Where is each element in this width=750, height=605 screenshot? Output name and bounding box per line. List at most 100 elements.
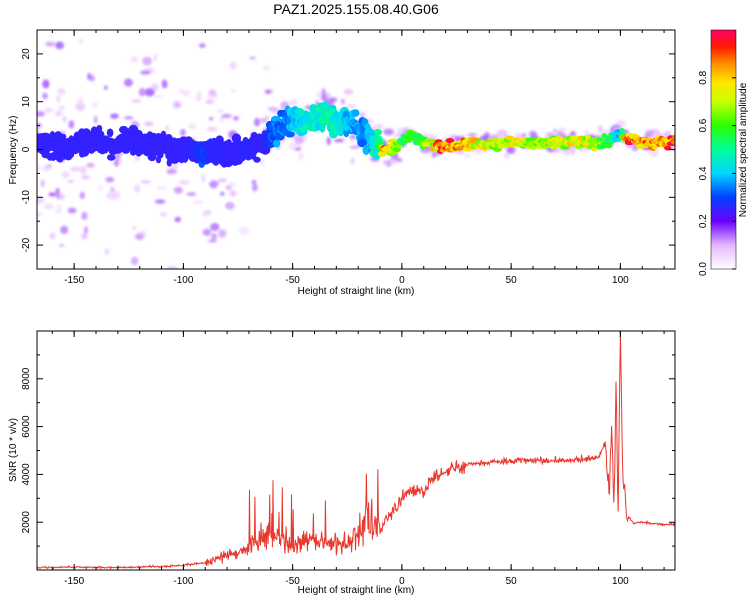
spectrogram-cell (209, 180, 220, 186)
colorbar-axes: 0.0 0.2 0.4 0.6 0.8 (698, 70, 736, 276)
spectrogram-cell (264, 115, 270, 121)
spectrogram-cell (260, 157, 265, 167)
colorbar: 0.0 0.2 0.4 0.6 0.8 Normalized spectral ampl… (698, 29, 749, 276)
spectrogram-data (37, 39, 675, 269)
spectrogram-cell (89, 75, 95, 82)
spectrogram-cell (390, 160, 398, 165)
spectrogram-cell (233, 116, 239, 121)
spectrogram-cell (229, 61, 237, 70)
spectrogram-cell (56, 94, 61, 103)
spectrogram-cell (672, 144, 675, 153)
spectrogram-cell (79, 191, 85, 200)
spectrogram-cell (397, 158, 403, 163)
spectrogram-cell (114, 158, 119, 168)
spectrogram-cell (326, 136, 332, 146)
spectrogram-cell (199, 43, 206, 48)
spectrogram-cell (83, 226, 89, 235)
spectrogram-cell (584, 134, 591, 140)
spectrogram-cell (49, 232, 56, 240)
spectrogram-cell (118, 157, 122, 164)
spectrogram-cell (144, 88, 155, 97)
spectrogram-cell (134, 156, 141, 162)
spectrogram-y-tick-label: -20 (21, 237, 32, 252)
snr-x-tick-label: -150 (64, 576, 84, 587)
spectrogram-cell (60, 225, 69, 234)
spectrogram-cell (484, 132, 490, 139)
spectrogram-cell (420, 148, 432, 154)
spectrogram-cell (514, 131, 519, 136)
spectrogram-cell (92, 101, 98, 109)
spectrogram-cell (169, 165, 180, 169)
spectrogram-cell (68, 120, 75, 129)
spectrogram-cell (603, 142, 613, 149)
spectrogram-cell (106, 128, 114, 138)
spectrogram-cell (249, 56, 256, 60)
spectrogram-cell (40, 179, 45, 188)
snr-y-tick-label: 6000 (21, 415, 32, 438)
colorbar-tick-label: 0.2 (698, 214, 709, 228)
snr-x-tick-label: 50 (506, 576, 518, 587)
spectrogram-cell (253, 156, 261, 163)
spectrogram-cell (110, 187, 115, 192)
spectrogram-cell (316, 90, 322, 99)
spectrogram-cell (251, 183, 258, 192)
spectrogram-cell (130, 57, 138, 62)
spectrogram-cell (672, 134, 675, 140)
spectrogram-cell (591, 146, 598, 152)
spectrogram-cell (321, 88, 327, 97)
spectrogram-cell (86, 162, 95, 168)
spectrogram-cell (143, 121, 154, 127)
spectrogram-cell (55, 110, 63, 117)
spectrogram-cell (174, 216, 182, 223)
spectrogram-cell (207, 94, 213, 102)
spectrogram-cell (59, 243, 65, 248)
spectrogram-cell (229, 89, 238, 93)
snr-series-line (37, 332, 675, 570)
snr-x-tick-label: -50 (285, 576, 300, 587)
spectrogram-cell (377, 151, 387, 157)
snr-y-tick-label: 8000 (21, 367, 32, 390)
spectrogram-cell (298, 151, 304, 161)
spectrogram-cell (178, 179, 190, 185)
spectrogram-cell (187, 123, 197, 130)
spectrogram-cell (285, 131, 295, 138)
spectrogram-cell (132, 226, 137, 230)
snr-y-label: SNR (10 * v/v) (8, 418, 19, 482)
spectrogram-cell (464, 147, 472, 152)
spectrogram-cell (197, 90, 202, 98)
spectrogram-cell (109, 191, 121, 200)
spectrogram-cell (504, 153, 509, 159)
spectrogram-cell (106, 154, 116, 161)
spectrogram-cell (231, 133, 242, 144)
spectrogram-cell (59, 133, 67, 140)
spectrogram-cell (55, 41, 64, 50)
spectrogram-cell (553, 129, 557, 133)
spectrogram-cell (382, 160, 392, 165)
spectrogram-cell (37, 197, 44, 204)
spectrogram-cell (173, 186, 183, 194)
spectrogram-cell (58, 105, 66, 111)
spectrogram-cell (229, 181, 236, 187)
spectrogram-cell (374, 123, 384, 130)
spectrogram-y-tick-label: 20 (21, 48, 32, 60)
spectrogram-cell (79, 39, 83, 44)
spectrogram-cell (134, 233, 144, 241)
spectrogram-x-tick-label: 50 (506, 275, 518, 286)
spectrogram-cell (211, 233, 218, 240)
spectrogram-cell (181, 89, 191, 97)
spectrogram-cell (212, 95, 219, 99)
spectrogram-ridge (37, 101, 675, 168)
spectrogram-cell (165, 126, 169, 131)
spectrogram-cell (180, 128, 186, 137)
spectrogram-cell (154, 199, 166, 204)
spectrogram-y-label: Frequency (Hz) (8, 116, 19, 185)
spectrogram-cell (56, 191, 61, 200)
spectrogram-cell (271, 115, 281, 122)
spectrogram-cell (138, 87, 146, 97)
spectrogram-y-tick-label: -10 (21, 190, 32, 205)
spectrogram-cell (521, 132, 527, 138)
spectrogram-cell (221, 113, 232, 119)
